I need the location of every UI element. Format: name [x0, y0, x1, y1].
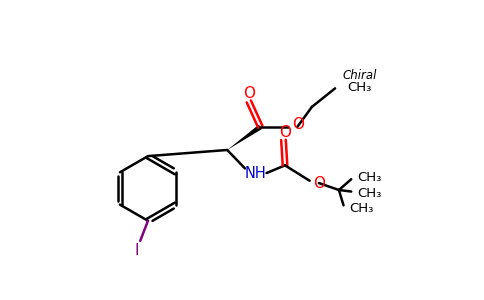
Text: NH: NH: [245, 166, 267, 181]
Text: CH₃: CH₃: [357, 187, 382, 200]
Text: O: O: [314, 176, 326, 190]
Text: CH₃: CH₃: [348, 81, 372, 94]
Text: O: O: [243, 86, 255, 101]
Text: CH₃: CH₃: [357, 171, 382, 184]
Text: O: O: [279, 125, 291, 140]
Polygon shape: [227, 124, 262, 150]
Text: Chiral: Chiral: [343, 69, 377, 82]
Text: O: O: [292, 117, 304, 132]
Text: CH₃: CH₃: [349, 202, 374, 215]
Text: I: I: [135, 243, 139, 258]
